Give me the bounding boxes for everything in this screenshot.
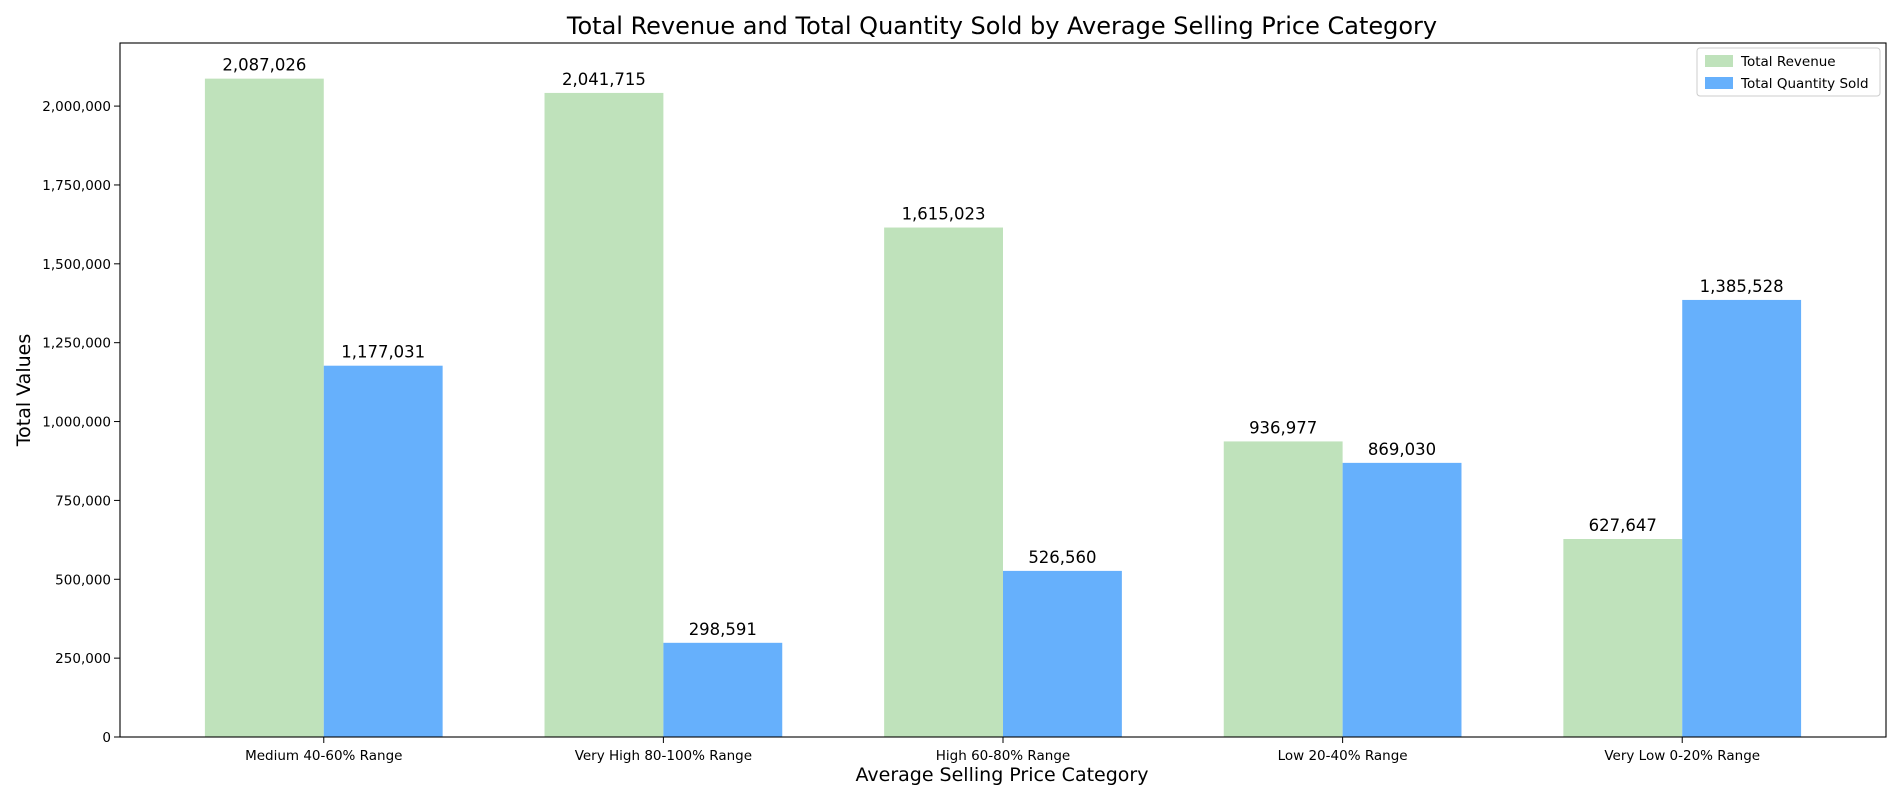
data-label-revenue-0: 2,087,026	[222, 56, 306, 75]
y-tick-label-8: 2,000,000	[42, 99, 111, 115]
data-label-quantity-2: 526,560	[1028, 548, 1096, 567]
data-label-quantity-0: 1,177,031	[341, 343, 425, 362]
chart-title: Total Revenue and Total Quantity Sold by…	[566, 12, 1437, 40]
bar-quantity-3	[1342, 462, 1462, 737]
legend-label-total-revenue: Total Revenue	[1740, 54, 1836, 70]
plot-frame	[119, 42, 1887, 738]
legend: Total Revenue Total Quantity Sold	[1696, 47, 1881, 97]
data-label-quantity-4: 1,385,528	[1700, 277, 1784, 296]
bar-revenue-2	[884, 227, 1003, 737]
legend-label-total-quantity-sold: Total Quantity Sold	[1740, 76, 1869, 92]
y-axis-label: Total Values	[13, 334, 35, 448]
y-tick-label-1: 250,000	[55, 651, 111, 667]
bar-revenue-1	[544, 92, 664, 738]
data-label-quantity-1: 298,591	[689, 620, 757, 639]
bar-quantity-2	[1003, 570, 1122, 737]
y-tick-label-0: 0	[102, 730, 111, 746]
x-tick-label-2: High 60-80% Range	[936, 748, 1070, 764]
y-tick-label-2: 500,000	[55, 572, 111, 588]
x-tick-label-3: Low 20-40% Range	[1278, 748, 1408, 764]
bar-quantity-0	[323, 365, 443, 737]
data-label-revenue-3: 936,977	[1249, 418, 1317, 437]
legend-swatch-total-quantity-sold	[1705, 77, 1733, 89]
bars-group: 2,087,026 2,041,715 1,615,023 936,977 627,64…	[204, 56, 1802, 738]
y-tick-label-3: 750,000	[55, 493, 111, 509]
data-label-quantity-3: 869,030	[1368, 440, 1436, 459]
y-tick-label-6: 1,500,000	[42, 257, 111, 273]
bar-revenue-3	[1223, 441, 1343, 737]
y-tick-label-5: 1,250,000	[42, 336, 111, 352]
x-tick-label-0: Medium 40-60% Range	[245, 748, 402, 764]
y-tick-label-4: 1,000,000	[42, 415, 111, 431]
legend-swatch-total-revenue	[1705, 55, 1733, 67]
bar-quantity-1	[663, 642, 783, 737]
bar-revenue-4	[1563, 539, 1683, 737]
data-label-revenue-1: 2,041,715	[562, 70, 646, 89]
bar-revenue-0	[204, 78, 324, 737]
legend-frame	[1696, 47, 1881, 97]
data-label-revenue-4: 627,647	[1589, 516, 1657, 535]
x-tick-label-1: Very High 80-100% Range	[575, 748, 752, 764]
x-tick-label-4: Very Low 0-20% Range	[1604, 748, 1760, 764]
x-axis-label: Average Selling Price Category	[856, 764, 1149, 786]
ticks-group: 0 250,000 500,000 750,000 1,000,000 1,250,000…	[42, 99, 1760, 764]
y-tick-label-7: 1,750,000	[42, 178, 111, 194]
bar-quantity-4	[1682, 299, 1802, 737]
data-label-revenue-2: 1,615,023	[902, 205, 986, 224]
